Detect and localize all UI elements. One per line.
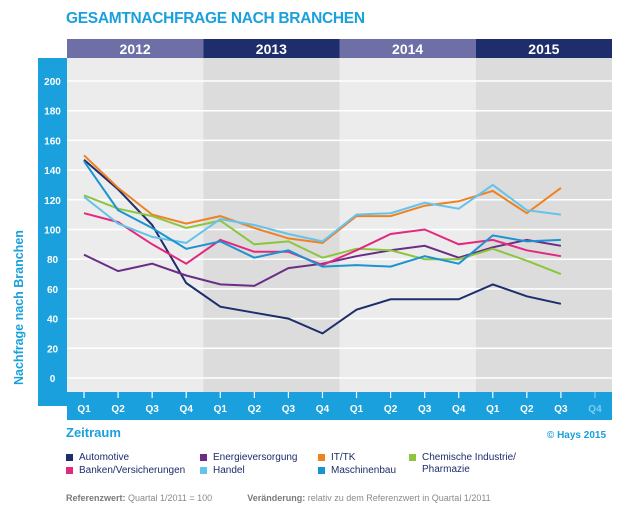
legend-item-chemische-industrie: Chemische Industrie/ Pharmazie	[409, 452, 516, 476]
footnote-ref-value: Quartal 1/2011 = 100	[128, 493, 213, 503]
plot-background-2014	[339, 58, 476, 392]
x-tick-label: Q3	[418, 404, 432, 415]
legend-label: IT/TK	[331, 452, 356, 463]
x-tick-label: Q1	[77, 404, 91, 415]
series-line-it-tk	[83, 154, 562, 244]
y-tick-label: 100	[44, 226, 61, 237]
x-tick-label: Q4	[316, 404, 330, 415]
y-tick-label: 20	[47, 344, 59, 355]
footnote-ref-label: Referenzwert:	[66, 493, 126, 503]
x-tick-label: Q1	[350, 404, 364, 415]
legend-label: Handel	[213, 465, 245, 476]
legend-swatch	[200, 454, 207, 461]
x-tick-label: Q3	[145, 404, 159, 415]
year-label: 2013	[256, 41, 287, 57]
x-axis-band	[67, 392, 612, 420]
legend-label: Energieversorgung	[213, 452, 298, 463]
x-tick-label: Q1	[486, 404, 500, 415]
series-line-chemische-industrie-pharmazie	[83, 194, 562, 276]
legend-swatch	[318, 467, 325, 474]
plot-background-2012	[67, 58, 204, 392]
y-tick-label: 140	[44, 166, 61, 177]
legend-item-automotive: Automotive	[66, 452, 129, 464]
legend-label-line2: Pharmazie	[422, 464, 470, 475]
year-band-2013	[203, 39, 340, 58]
x-tick-label: Q3	[554, 404, 568, 415]
legend-swatch	[66, 467, 73, 474]
y-axis-band	[38, 58, 67, 406]
legend-label-wrap: Chemische Industrie/ Pharmazie	[422, 452, 516, 476]
line-chart: 2012 2013 2014 2015 0 20 40 60 80 100 120 140 160 180…	[38, 39, 612, 420]
y-tick-label: 180	[44, 107, 61, 118]
y-tick-label: 60	[47, 285, 59, 296]
plot-background-2015	[475, 58, 612, 392]
plot-background-2013	[203, 58, 340, 392]
x-tick-label: Q4	[588, 404, 602, 415]
x-tick-label: Q2	[248, 404, 262, 415]
x-tick-label: Q4	[452, 404, 466, 415]
legend-label: Maschinenbau	[331, 465, 397, 476]
y-tick-label: 0	[50, 374, 56, 385]
series-line-banken-versicherungen	[83, 212, 562, 267]
legend-item-it-tk: IT/TK	[318, 452, 355, 464]
legend-label: Automotive	[79, 452, 130, 463]
series-line-handel	[83, 183, 562, 244]
y-axis-label: Nachfrage nach Branchen	[12, 230, 26, 385]
series-line-maschinenbau	[83, 160, 561, 268]
legend-swatch	[66, 454, 73, 461]
legend-item-handel: Handel	[200, 465, 245, 477]
footnote: Referenzwert: Quartal 1/2011 = 100 Verän…	[66, 493, 491, 503]
legend-item-energieversorgung: Energieversorgung	[200, 452, 298, 464]
legend-label: Banken/Versicherungen	[79, 465, 186, 476]
y-tick-label: 200	[44, 77, 61, 88]
legend: Automotive Energieversorgung IT/TK Chemi…	[66, 452, 626, 492]
legend-item-maschinenbau: Maschinenbau	[318, 465, 396, 477]
legend-label: Chemische Industrie/	[422, 452, 516, 463]
footnote-change-value: relativ zu dem Referenzwert in Quartal 1…	[307, 493, 491, 503]
legend-item-banken: Banken/Versicherungen	[66, 465, 185, 477]
x-axis-label: Zeitraum	[66, 425, 121, 440]
legend-swatch	[200, 467, 207, 474]
x-tick-label: Q2	[384, 404, 398, 415]
series-line-automotive	[83, 158, 562, 335]
year-band-2015	[475, 39, 612, 58]
year-band-2012	[67, 39, 204, 58]
y-tick-label: 160	[44, 136, 61, 147]
x-tick-label: Q3	[282, 404, 296, 415]
y-tick-label: 120	[44, 196, 61, 207]
year-label: 2012	[120, 41, 151, 57]
year-label: 2015	[528, 41, 559, 57]
copyright: © Hays 2015	[546, 430, 606, 441]
footnote-change-label: Veränderung:	[247, 493, 306, 503]
x-tick-label: Q1	[214, 404, 228, 415]
legend-swatch	[318, 454, 325, 461]
year-band-2014	[339, 39, 476, 58]
x-tick-label: Q4	[180, 404, 194, 415]
series-line-energieversorgung	[83, 238, 562, 287]
chart-title: GESAMTNACHFRAGE NACH BRANCHEN	[66, 10, 365, 27]
x-tick-label: Q2	[520, 404, 534, 415]
x-tick-label: Q2	[111, 404, 125, 415]
y-tick-label: 80	[47, 255, 59, 266]
y-tick-label: 40	[47, 315, 59, 326]
year-label: 2014	[392, 41, 423, 57]
legend-swatch	[409, 454, 416, 461]
